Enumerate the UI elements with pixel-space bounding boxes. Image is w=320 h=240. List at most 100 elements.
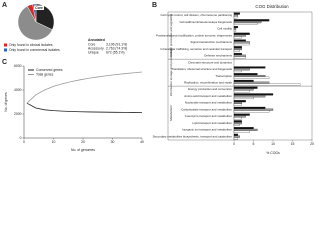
x-tick-label: 10 [52,140,56,144]
bar [233,68,250,71]
page: A Core Only found in clinical isolates Only… [2,1,314,155]
bar [233,34,246,37]
y-tick-label: 4000 [14,88,22,92]
bar [233,113,250,116]
table-cell: Unique [88,50,99,54]
bar [233,14,239,17]
category-label: Chromatin structure and dynamics [188,60,233,64]
bar [233,122,242,125]
panel-label: C [2,59,7,66]
category-label: Intracellular trafficking, secretion and… [161,47,233,51]
panel-label: B [152,2,157,9]
bar [233,83,301,86]
legend-label: Total genes [36,72,54,76]
bar [233,49,240,52]
category-label: Carbohydrate transport and metabolism [181,107,233,111]
group-label: Information storage and processing [169,49,173,96]
group-label: Cellular processes and signaling [169,14,173,58]
bar [233,74,266,78]
bar [233,79,254,82]
series-line [26,71,143,104]
bar [233,21,262,24]
x-tick-label: 0 [233,142,235,146]
x-tick-label: 20 [310,142,314,146]
category-label: Inorganic ion transport and metabolism [182,128,233,132]
bar [233,52,242,56]
bar [233,103,242,106]
bar [233,133,239,136]
category-label: Signal transduction mechanisms [190,40,232,44]
y-tick-label: 6000 [14,64,22,68]
bar [233,66,266,69]
table-cell: Core [88,42,95,46]
table-cell: 672 (55.1%) [106,50,124,54]
category-label: Posttranslational modification, protein … [156,33,233,37]
legend-label: Only found in commensal isolates [9,48,60,52]
x-tick-label: 30 [111,140,115,144]
figure: A Core Only found in clinical isolatesOnly… [2,1,314,155]
bar [233,19,270,22]
pie-slice [35,3,55,30]
category-label: Transcription [215,74,232,78]
y-tick-label: 0 [20,136,22,140]
bar [233,36,242,39]
bar [233,100,246,103]
x-tick-label: 5 [253,142,255,146]
plot-frame [167,11,313,141]
category-label: Coenzyme transport and metabolism [185,114,233,118]
bar [233,127,254,130]
bar [233,95,266,98]
series-line [26,102,143,113]
bar [233,123,240,126]
y-tick-label: 2000 [14,112,22,116]
bar [233,56,246,59]
bar [233,22,258,25]
category-label: Amino acid transport and metabolism [184,94,232,98]
bar [233,32,250,35]
bar [233,27,237,30]
bar [233,90,250,93]
bar [233,108,274,111]
bar [233,12,240,15]
category-label: Lipid transport and metabolism [192,121,232,125]
bar [233,137,239,140]
bar [233,76,270,79]
bar [233,16,238,19]
bar [233,29,237,32]
category-label: Translation, ribosomal structure and bio… [171,67,232,71]
category-label: Energy production and conversion [188,87,232,91]
pie-slice [17,5,53,41]
bar [233,101,242,104]
table-cell: 2,763 (74.3%) [106,46,127,50]
x-tick-label: 10 [271,142,275,146]
bar [233,26,239,29]
x-axis-title: % COGs [266,151,280,155]
bar [233,128,258,131]
category-label: Cell wall/membrane/envelope biogenesis [179,20,232,24]
table-cell: Accessory [88,46,104,50]
category-label: Defense mechanisms [204,54,232,58]
bar [233,46,242,49]
group-label: Metabolism [169,105,173,121]
slice-label-box [34,5,44,10]
bar [233,86,258,89]
category-label: Replication, recombination and repair [184,81,232,85]
x-tick-label: 20 [81,140,85,144]
panel-label: A [2,2,7,9]
bar [233,117,242,120]
legend-swatch [4,48,7,52]
bar [233,120,242,123]
x-tick-label: 15 [291,142,295,146]
bar [233,43,250,46]
category-label: Secondary metabolites biosynthesis, tran… [153,134,233,138]
slice-label: Core [35,6,43,10]
y-axis-title: No. of genes [4,92,8,112]
category-label: Cell motility [217,27,232,31]
bar [233,70,242,73]
bar [233,130,250,133]
x-tick-label: 40 [140,140,144,144]
bar [233,81,270,84]
bar [233,110,270,113]
bar [233,39,246,42]
bar [233,88,254,91]
